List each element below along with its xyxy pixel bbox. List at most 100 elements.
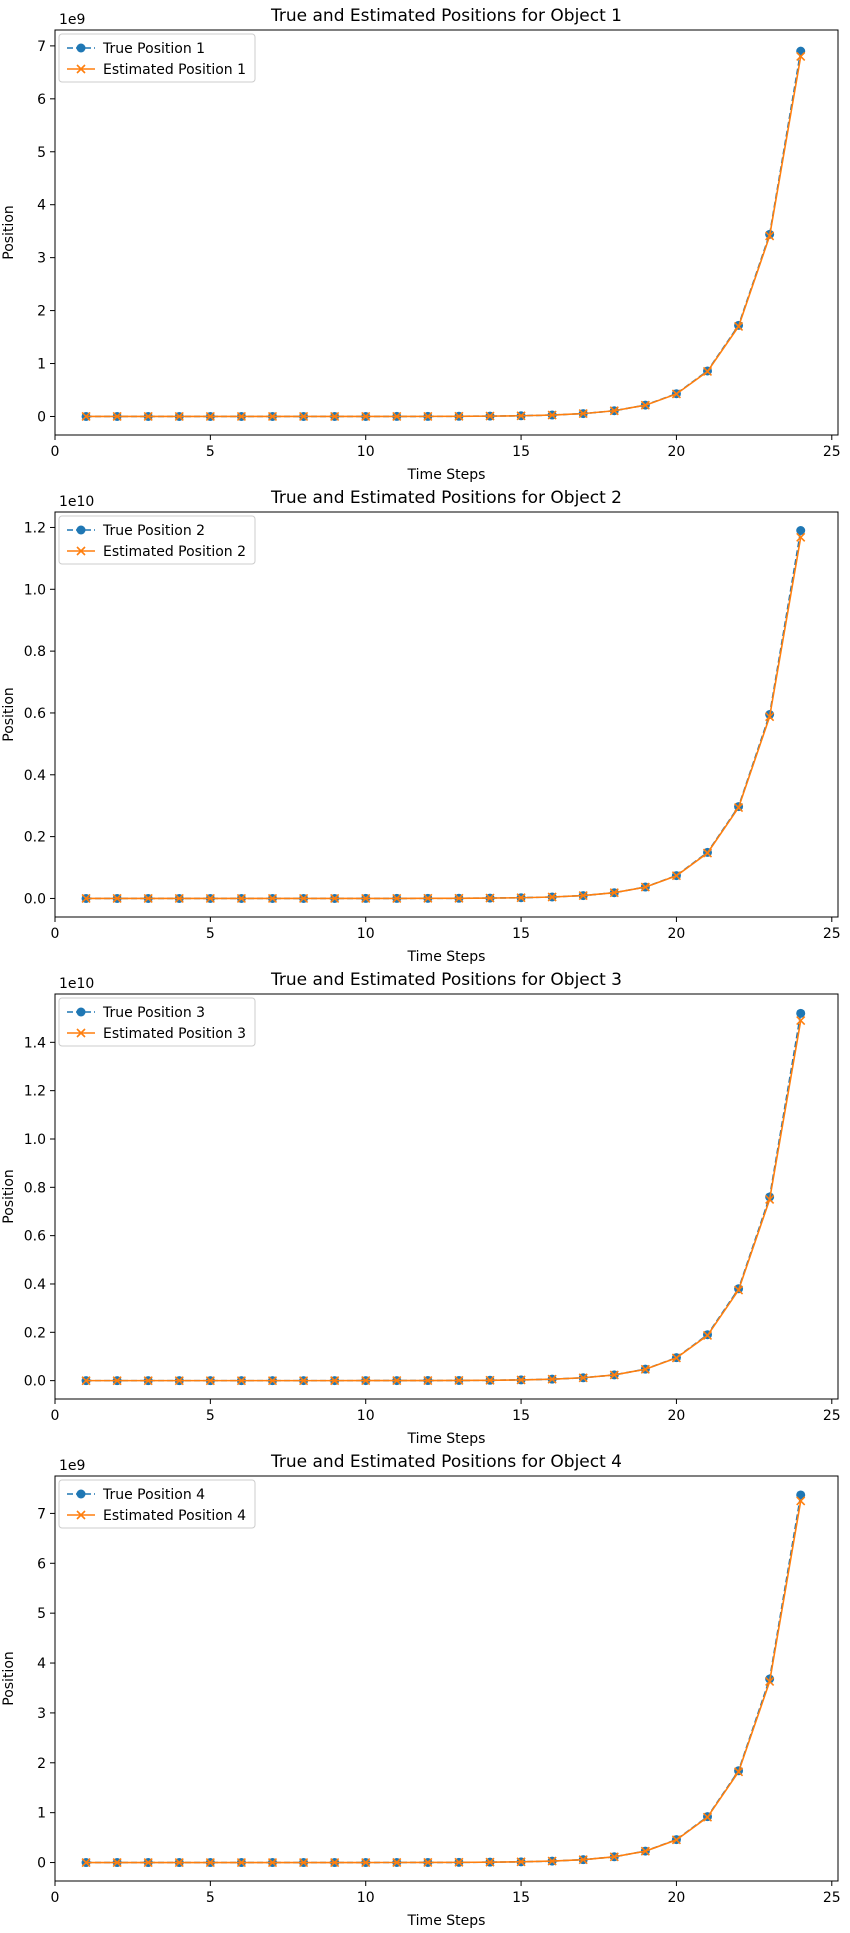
series-true [81,526,806,903]
plot-frame [54,511,839,918]
data-point [81,893,91,904]
y-tick-label: 5 [37,145,46,161]
data-point [143,893,153,904]
x-tick-label: 10 [357,926,375,942]
legend-marker [76,1489,86,1499]
data-point [361,1857,371,1868]
data-point [81,1376,91,1386]
legend-box [58,515,256,565]
data-point [454,1857,464,1867]
x-tick-label: 25 [823,1408,841,1424]
data-point [796,526,806,536]
y-tick-label: 4 [37,198,46,214]
y-offset-label: 1e9 [59,12,85,28]
data-point [143,1376,153,1386]
y-tick-label: 5 [37,1606,46,1622]
y-tick-label: 0.8 [24,1180,46,1196]
y-tick-label: 1 [37,357,46,373]
data-point [174,411,184,422]
data-point [236,411,246,422]
legend: True Position 3 Estimated Position 3 [58,997,256,1047]
series-line [86,1020,802,1382]
data-point [796,1490,806,1500]
data-point [485,893,495,903]
data-point [454,893,464,903]
series-line [86,51,802,418]
series-estimated [81,1496,806,1868]
data-point [671,1353,681,1363]
data-point [423,411,433,421]
y-offset-label: 1e9 [59,1458,85,1474]
legend-label: Estimated Position 4 [103,1508,246,1524]
y-tick-label: 3 [37,251,46,267]
data-point [547,1374,557,1384]
y-tick-label: 6 [37,92,46,108]
data-point [361,893,371,903]
data-point [361,1376,371,1386]
x-tick-label: 20 [668,926,686,942]
series-estimated [81,532,806,904]
data-point [671,1835,681,1845]
legend-box [58,33,256,83]
data-point [734,802,744,813]
legend-label: Estimated Position 3 [103,1026,246,1042]
legend-box [58,997,256,1047]
data-point [702,1812,713,1822]
data-point [671,871,681,881]
x-tick-label: 15 [512,1890,530,1906]
y-tick-label: 0.2 [24,830,46,846]
data-point [267,1857,278,1868]
y-tick-label: 0 [37,409,46,425]
series-estimated [81,1016,806,1386]
data-point [578,891,588,901]
data-point [609,1370,619,1380]
data-point [734,1767,744,1777]
legend-marker [76,525,86,535]
data-point [112,411,122,422]
chart-panel-1: True and Estimated Positions for Object … [1,6,841,483]
data-point [702,1330,713,1341]
data-point [205,411,215,422]
series-line [86,537,802,900]
data-point [392,893,402,903]
legend-box [58,1479,256,1529]
data-point [765,1676,775,1687]
data-point [299,893,309,904]
y-offset-label: 1e10 [59,494,94,510]
data-point [640,400,650,410]
x-tick-label: 15 [512,444,530,460]
data-point [392,1857,402,1868]
data-point [765,712,775,722]
data-point [205,1857,215,1868]
data-point [640,1364,650,1374]
data-point [516,1375,526,1385]
chart-panel-2: True and Estimated Positions for Object … [1,488,841,965]
data-point [516,411,526,421]
series-line [86,1500,802,1864]
y-tick-label: 0.6 [24,1229,46,1245]
y-tick-label: 1.2 [24,1084,46,1100]
data-point [578,409,588,419]
x-tick-label: 15 [512,926,530,942]
data-point [174,1376,184,1386]
y-tick-label: 6 [37,1556,46,1572]
y-tick-label: 1 [37,1806,46,1822]
data-point [174,1857,184,1868]
y-tick-label: 0.4 [24,768,46,784]
data-point [330,1857,340,1868]
data-point [423,1857,433,1868]
data-point [454,1375,464,1386]
data-point [609,406,619,416]
data-point [236,1376,246,1386]
data-point [734,1285,744,1295]
series-line [86,56,802,418]
plot-frame [54,29,839,436]
x-tick-label: 5 [206,926,215,942]
y-tick-label: 2 [37,1756,46,1772]
data-point [547,892,557,902]
data-point [765,231,775,241]
series-true [81,46,806,421]
data-point [112,893,122,904]
data-point [423,1375,433,1386]
